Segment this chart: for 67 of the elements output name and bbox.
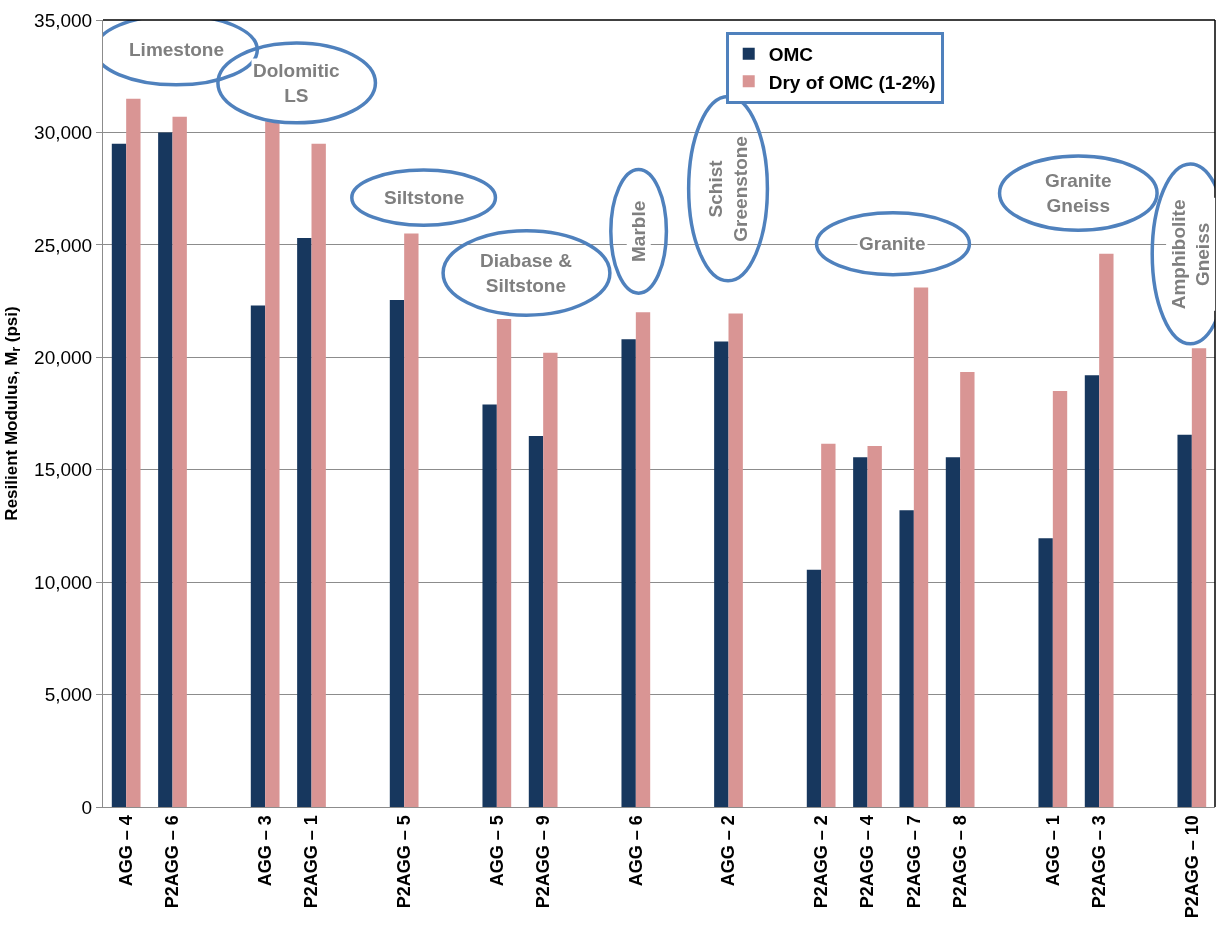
bar xyxy=(482,404,497,807)
x-tick-label: P2AGG – 9 xyxy=(533,815,554,909)
x-tick-label: P2AGG – 4 xyxy=(857,815,878,909)
annotation: Siltstone xyxy=(384,187,465,208)
bar xyxy=(821,443,836,807)
y-tick-label: 25,000 xyxy=(34,234,93,256)
annotation: Granite xyxy=(859,233,926,254)
annotation: Dolomitic LS xyxy=(253,60,340,106)
x-tick-label: AGG – 2 xyxy=(718,815,739,887)
bar xyxy=(728,313,743,807)
x-tick-label: P2AGG – 8 xyxy=(950,815,971,909)
bar xyxy=(404,233,419,807)
y-tick-label: 20,000 xyxy=(34,346,93,368)
bar xyxy=(945,457,961,807)
bar xyxy=(1191,348,1207,807)
legend-label: Dry of OMC (1-2%) xyxy=(768,71,936,93)
y-tick-label: 35,000 xyxy=(34,9,93,31)
bar xyxy=(899,510,914,807)
bar xyxy=(867,446,882,807)
annotation: Amphibolite Gneiss xyxy=(1167,199,1214,310)
bar xyxy=(853,457,868,807)
bar xyxy=(1038,538,1053,807)
bar xyxy=(311,143,326,807)
x-tick-label: P2AGG – 10 xyxy=(1181,815,1202,919)
bar xyxy=(1177,434,1192,807)
bar xyxy=(528,435,544,807)
x-tick-label: P2AGG – 2 xyxy=(811,815,832,909)
bar xyxy=(913,287,929,807)
annotation: Limestone xyxy=(129,39,225,60)
bar xyxy=(389,299,405,807)
x-tick-label: P2AGG – 3 xyxy=(1089,815,1110,909)
annotation: Granite Gneiss xyxy=(1045,170,1112,216)
bar xyxy=(1052,391,1068,807)
bar xyxy=(714,341,729,807)
bar xyxy=(265,121,280,807)
bar xyxy=(543,352,558,807)
annotation: Marble xyxy=(628,200,650,262)
x-tick-label: AGG – 5 xyxy=(486,815,507,887)
y-tick-label: 10,000 xyxy=(34,571,93,593)
bar xyxy=(960,371,975,807)
x-tick-label: P2AGG – 1 xyxy=(301,815,322,909)
x-tick-label: AGG – 3 xyxy=(255,815,276,887)
bar xyxy=(806,569,822,807)
x-tick-label: P2AGG – 7 xyxy=(903,815,924,909)
bar xyxy=(297,238,312,807)
y-tick-label: 15,000 xyxy=(34,459,93,481)
bar xyxy=(158,132,173,807)
x-tick-label: AGG – 4 xyxy=(116,815,137,887)
x-tick-label: AGG – 6 xyxy=(625,815,646,887)
bar xyxy=(111,143,127,807)
bar xyxy=(250,305,266,807)
y-tick-label: 5,000 xyxy=(44,684,93,706)
x-tick-label: P2AGG – 6 xyxy=(162,815,183,909)
x-tick-label: AGG – 1 xyxy=(1042,815,1063,887)
legend-label: OMC xyxy=(768,44,814,66)
annotation: Diabase & Siltstone xyxy=(480,250,573,296)
y-tick-label: 30,000 xyxy=(34,122,93,144)
y-tick-label: 0 xyxy=(81,796,93,818)
bar xyxy=(1099,253,1114,807)
bar xyxy=(496,319,512,807)
bar xyxy=(635,312,651,807)
bar xyxy=(1084,375,1100,807)
annotation: Schist Greenstone xyxy=(705,136,752,242)
bar xyxy=(126,98,141,807)
bar xyxy=(172,116,187,807)
x-tick-label: P2AGG – 5 xyxy=(394,815,415,909)
bar xyxy=(621,339,636,807)
